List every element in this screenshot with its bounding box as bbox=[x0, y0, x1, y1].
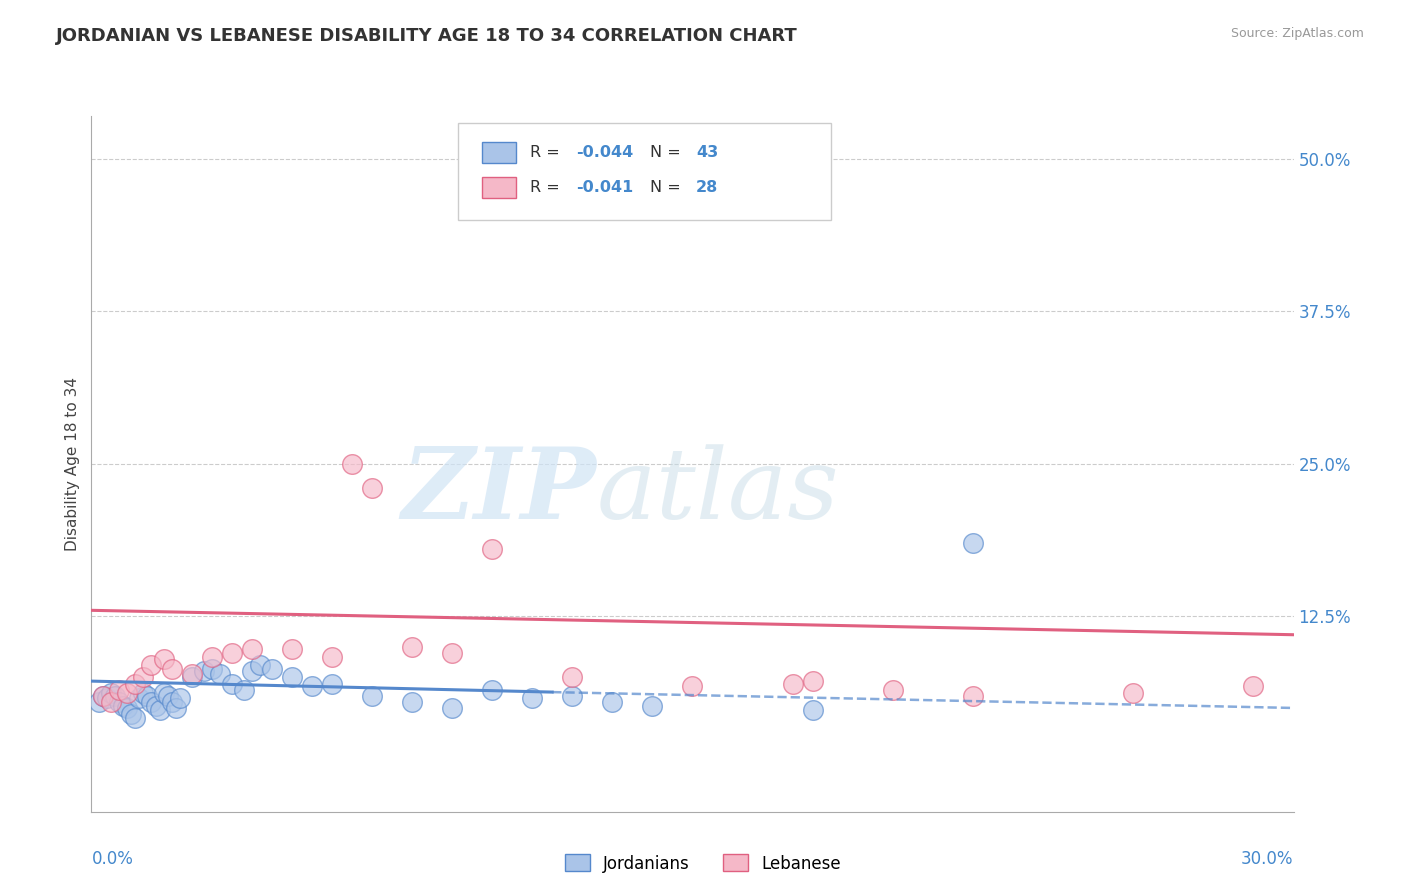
Point bbox=[136, 689, 159, 703]
Point bbox=[1243, 679, 1265, 693]
Bar bbox=[482, 178, 516, 198]
Y-axis label: Disability Age 18 to 34: Disability Age 18 to 34 bbox=[65, 376, 80, 551]
Point bbox=[201, 662, 224, 676]
Point bbox=[481, 682, 503, 697]
Text: -0.044: -0.044 bbox=[576, 145, 633, 161]
Point bbox=[117, 686, 139, 700]
Point bbox=[401, 695, 423, 709]
Point bbox=[124, 711, 146, 725]
Point bbox=[221, 646, 243, 660]
Point bbox=[124, 676, 146, 690]
Text: N =: N = bbox=[651, 180, 686, 195]
Text: 28: 28 bbox=[696, 180, 718, 195]
Point bbox=[260, 662, 283, 676]
Point bbox=[160, 662, 183, 676]
Bar bbox=[482, 143, 516, 163]
Point bbox=[180, 670, 202, 684]
Point bbox=[281, 670, 304, 684]
Point bbox=[882, 682, 904, 697]
Point bbox=[169, 691, 191, 706]
Point bbox=[440, 701, 463, 715]
Point bbox=[782, 676, 804, 690]
Text: R =: R = bbox=[530, 180, 565, 195]
Point bbox=[128, 691, 150, 706]
Text: 0.0%: 0.0% bbox=[91, 850, 134, 868]
Text: atlas: atlas bbox=[596, 444, 839, 540]
FancyBboxPatch shape bbox=[458, 123, 831, 220]
Point bbox=[152, 686, 174, 700]
Point bbox=[208, 666, 231, 681]
Point bbox=[962, 536, 984, 550]
Point bbox=[93, 689, 115, 703]
Point bbox=[89, 695, 111, 709]
Point bbox=[481, 542, 503, 557]
Point bbox=[962, 689, 984, 703]
Point bbox=[156, 689, 179, 703]
Point bbox=[522, 691, 544, 706]
Text: -0.041: -0.041 bbox=[576, 180, 633, 195]
Point bbox=[117, 701, 139, 715]
Point bbox=[100, 686, 122, 700]
Point bbox=[321, 676, 343, 690]
Text: JORDANIAN VS LEBANESE DISABILITY AGE 18 TO 34 CORRELATION CHART: JORDANIAN VS LEBANESE DISABILITY AGE 18 … bbox=[56, 27, 799, 45]
Point bbox=[193, 665, 215, 679]
Point bbox=[681, 679, 703, 693]
Point bbox=[112, 698, 135, 713]
Point bbox=[641, 698, 664, 713]
Point bbox=[301, 679, 323, 693]
Point bbox=[93, 689, 115, 703]
Point bbox=[148, 703, 170, 717]
Point bbox=[360, 481, 382, 495]
Point bbox=[240, 665, 263, 679]
Point bbox=[232, 682, 254, 697]
Point bbox=[180, 666, 202, 681]
Text: 43: 43 bbox=[696, 145, 718, 161]
Point bbox=[561, 670, 583, 684]
Point bbox=[249, 658, 271, 673]
Point bbox=[201, 649, 224, 664]
Point bbox=[141, 695, 163, 709]
Point bbox=[141, 658, 163, 673]
Point bbox=[132, 670, 155, 684]
Text: R =: R = bbox=[530, 145, 565, 161]
Text: 30.0%: 30.0% bbox=[1241, 850, 1294, 868]
Point bbox=[1122, 686, 1144, 700]
Point bbox=[108, 695, 131, 709]
Point bbox=[801, 674, 824, 689]
Point bbox=[152, 652, 174, 666]
Point bbox=[321, 649, 343, 664]
Point bbox=[801, 703, 824, 717]
Point bbox=[104, 689, 127, 703]
Point bbox=[100, 695, 122, 709]
Point bbox=[561, 689, 583, 703]
Legend: Jordanians, Lebanese: Jordanians, Lebanese bbox=[558, 847, 848, 880]
Point bbox=[121, 707, 143, 722]
Point bbox=[602, 695, 624, 709]
Point bbox=[240, 642, 263, 657]
Point bbox=[401, 640, 423, 654]
Text: N =: N = bbox=[651, 145, 686, 161]
Point bbox=[96, 691, 118, 706]
Point bbox=[132, 686, 155, 700]
Point bbox=[281, 642, 304, 657]
Point bbox=[340, 457, 363, 471]
Point bbox=[360, 689, 382, 703]
Point bbox=[440, 646, 463, 660]
Text: Source: ZipAtlas.com: Source: ZipAtlas.com bbox=[1230, 27, 1364, 40]
Point bbox=[221, 676, 243, 690]
Point bbox=[160, 695, 183, 709]
Point bbox=[145, 698, 167, 713]
Text: ZIP: ZIP bbox=[401, 443, 596, 540]
Point bbox=[108, 682, 131, 697]
Point bbox=[165, 701, 187, 715]
